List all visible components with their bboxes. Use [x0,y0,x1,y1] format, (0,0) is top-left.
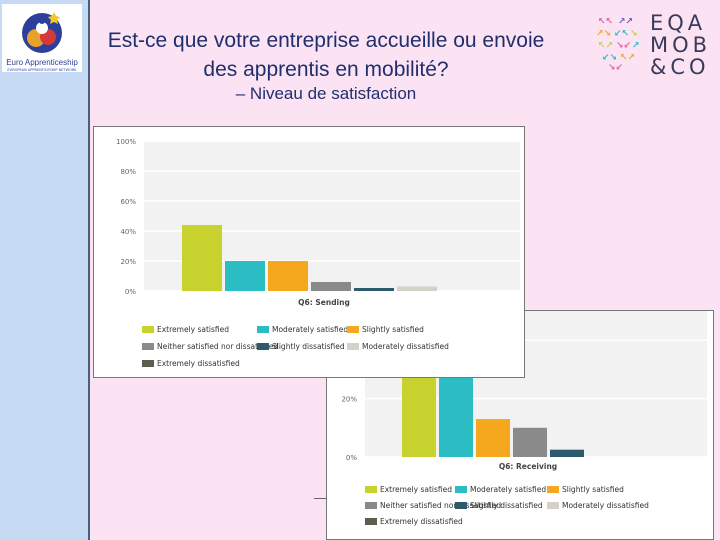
svg-text:↘: ↘ [630,29,638,39]
euro-apprenticeship-logo[interactable]: Euro Apprenticeship EUROPEAN APPRENTICES… [2,4,82,72]
bar-sending-0 [182,225,222,291]
bar-sending-2 [268,261,308,291]
svg-text:↖↖: ↖↖ [598,17,613,27]
legend-swatch [365,502,377,509]
y-tick-label: 60% [120,198,136,206]
brand-line3: &CO [650,55,710,79]
legend-swatch [142,343,154,350]
y-tick-label: 0% [346,454,357,462]
chart-receiving: 40%20%0%Q6: Receiving Extremely satisfie… [326,310,714,540]
logo-subtext: EUROPEAN APPRENTICESHIP NETWORK [7,68,77,72]
legend-label: Extremely satisfied [157,325,230,334]
y-tick-label: 40% [120,228,136,236]
legend-swatch [142,326,154,333]
logo-text: Euro Apprenticeship [6,58,78,67]
legend-label: Moderately dissatisfied [362,342,449,351]
bar-sending-4 [354,288,394,291]
legend-label: Neither satisfied nor dissatisfied [380,501,502,510]
chart-receiving-legend: Extremely satisfied Moderately satisfied S… [365,485,705,537]
svg-text:↖↗: ↖↗ [598,41,613,51]
bar-receiving-2 [476,419,510,457]
page-subtitle: – Niveau de satisfaction [235,84,417,103]
legend-label: Moderately satisfied [272,325,349,334]
chart-sending-legend: Extremely satisfied Moderately satisfied S… [142,325,522,375]
svg-text:↙↖: ↙↖ [614,29,629,39]
svg-text:↘↙: ↘↙ [616,41,631,51]
legend-swatch [455,502,467,509]
chart-sending: 100% 80% 60% 40% 20% 0% Q6: Sending Extremely … [93,126,525,378]
divider-line [314,498,328,499]
bar-receiving-1 [439,375,473,457]
legend-swatch [547,486,559,493]
legend-swatch [347,343,359,350]
legend-label: Extremely dissatisfied [380,517,463,526]
legend-swatch [365,486,377,493]
chart-receiving-xlabel: Q6: Receiving [499,462,557,471]
svg-text:↘↙: ↘↙ [608,63,623,73]
y-tick-label: 100% [116,138,136,146]
chart-sending-plot: 100% 80% 60% 40% 20% 0% Q6: Sending [116,138,520,307]
svg-text:↖↗: ↖↗ [620,53,635,63]
page-title: Est-ce que votre entreprise accueille ou… [107,29,545,81]
legend-label: Moderately satisfied [470,485,547,494]
legend-swatch [455,486,467,493]
y-tick-label: 20% [341,396,357,404]
svg-text:↗: ↗ [632,41,640,51]
legend-label: Moderately dissatisfied [562,501,649,510]
eqamob-logo: ↖↖ ↗↗ ↗↘ ↙↖ ↘ ↖↗ ↘↙ ↗ ↙↘ ↖↗ ↘↙ EQA MOB &… [596,12,716,78]
logo-mark-icon [22,12,62,53]
y-tick-label: 80% [120,168,136,176]
svg-text:↗↘: ↗↘ [596,29,611,39]
y-tick-label: 0% [125,288,136,296]
legend-label: Extremely dissatisfied [157,359,240,368]
bar-sending-5 [397,286,437,291]
legend-label: Slightly dissatisfied [272,342,345,351]
y-tick-label: 20% [120,258,136,266]
bar-receiving-4 [550,449,584,457]
bar-sending-1 [225,261,265,291]
legend-swatch [365,518,377,525]
arrows-pattern-icon: ↖↖ ↗↗ ↗↘ ↙↖ ↘ ↖↗ ↘↙ ↗ ↙↘ ↖↗ ↘↙ [596,17,640,73]
brand-text: EQA MOB &CO [650,12,711,78]
legend-label: Slightly satisfied [562,485,624,494]
brand-line1: EQA [650,11,707,35]
sidebar: Euro Apprenticeship EUROPEAN APPRENTICES… [0,0,90,540]
legend-swatch [347,326,359,333]
bar-receiving-3 [513,427,547,457]
legend-label: Neither satisfied nor dissatisfied [157,342,279,351]
legend-swatch [547,502,559,509]
legend-label: Extremely satisfied [380,485,453,494]
svg-text:↗↗: ↗↗ [618,17,633,27]
legend-swatch [257,326,269,333]
legend-label: Slightly satisfied [362,325,424,334]
legend-swatch [257,343,269,350]
legend-swatch [142,360,154,367]
brand-line2: MOB [650,33,712,57]
bar-sending-3 [311,282,351,291]
chart-sending-xlabel: Q6: Sending [298,298,350,307]
legend-label: Slightly dissatisfied [470,501,543,510]
svg-text:↙↘: ↙↘ [602,53,617,63]
